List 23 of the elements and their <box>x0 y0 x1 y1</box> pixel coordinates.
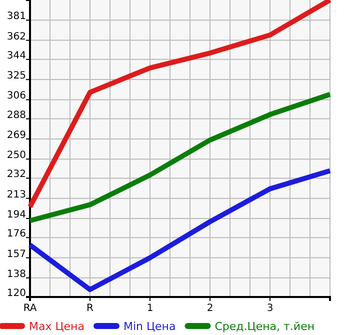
legend-label: Сред.Цена, т.йен <box>214 320 315 333</box>
y-tick-label: 157 <box>6 248 26 260</box>
y-tick-label: 213 <box>6 189 26 200</box>
legend-label: Max Цена <box>29 320 84 333</box>
y-tick-label: 344 <box>6 50 26 62</box>
y-tick-label: 325 <box>6 70 26 82</box>
y-tick-label: 176 <box>6 228 26 240</box>
y-tick-label: 138 <box>6 268 26 280</box>
x-tick-label: R <box>86 303 94 314</box>
x-tick-label: 3 <box>266 303 274 314</box>
y-tick-label: 269 <box>6 130 26 141</box>
y-tick-label: 250 <box>6 150 26 162</box>
x-tick-label: 2 <box>206 303 214 314</box>
y-tick-label: 120 <box>6 288 26 299</box>
y-tick-label: 362 <box>6 31 26 42</box>
y-tick-label: 306 <box>6 90 26 102</box>
x-tick-label: RA <box>23 303 37 314</box>
x-tick-label: 1 <box>146 303 154 314</box>
y-tick-label: 232 <box>6 169 26 180</box>
y-tick-label: 381 <box>6 11 26 22</box>
y-tick-label: 194 <box>6 210 26 221</box>
y-tick-label: 288 <box>6 110 26 121</box>
legend-label: Min Цена <box>123 320 176 333</box>
